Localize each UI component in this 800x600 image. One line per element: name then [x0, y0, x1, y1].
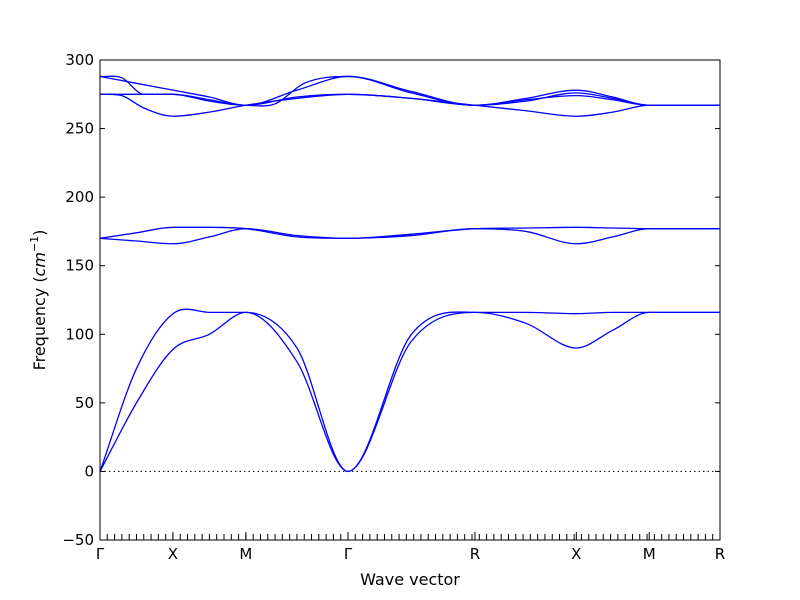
x-tick-label: X — [571, 545, 581, 563]
x-tick-label: X — [168, 545, 178, 563]
x-tick-label: M — [643, 545, 656, 563]
x-tick-label: R — [470, 545, 480, 563]
band-line-6 — [100, 93, 720, 106]
plot-frame — [99, 59, 721, 541]
y-tick-label: 250 — [65, 120, 94, 138]
y-tick-label: 100 — [65, 325, 94, 343]
band-line-1 — [99, 311, 720, 473]
band-line-8 — [99, 75, 720, 107]
x-tick-label: M — [239, 545, 252, 563]
y-tick-label: −50 — [62, 531, 94, 549]
x-tick-label: Γ — [96, 545, 105, 563]
x-tick-label: R — [715, 545, 725, 563]
y-axis-label-unit-exp: −1 — [28, 236, 41, 252]
band-line-2 — [99, 308, 720, 473]
y-tick-label: 50 — [75, 394, 94, 412]
x-axis-label: Wave vector — [360, 570, 460, 589]
y-tick-label: 200 — [65, 188, 94, 206]
y-axis-label: Frequency (cm−1) — [28, 230, 49, 371]
y-axis-label-unit: cm — [30, 252, 49, 276]
y-axis-label-close: ) — [30, 230, 49, 236]
band-line-4 — [99, 226, 720, 239]
y-tick-label: 0 — [84, 462, 94, 480]
band-line-7 — [99, 75, 720, 106]
y-tick-label: 150 — [65, 257, 94, 275]
x-tick-label: Γ — [344, 545, 353, 563]
band-line-3 — [99, 228, 720, 245]
y-tick-label: 300 — [65, 51, 94, 69]
y-axis-label-text: Frequency ( — [30, 276, 49, 370]
